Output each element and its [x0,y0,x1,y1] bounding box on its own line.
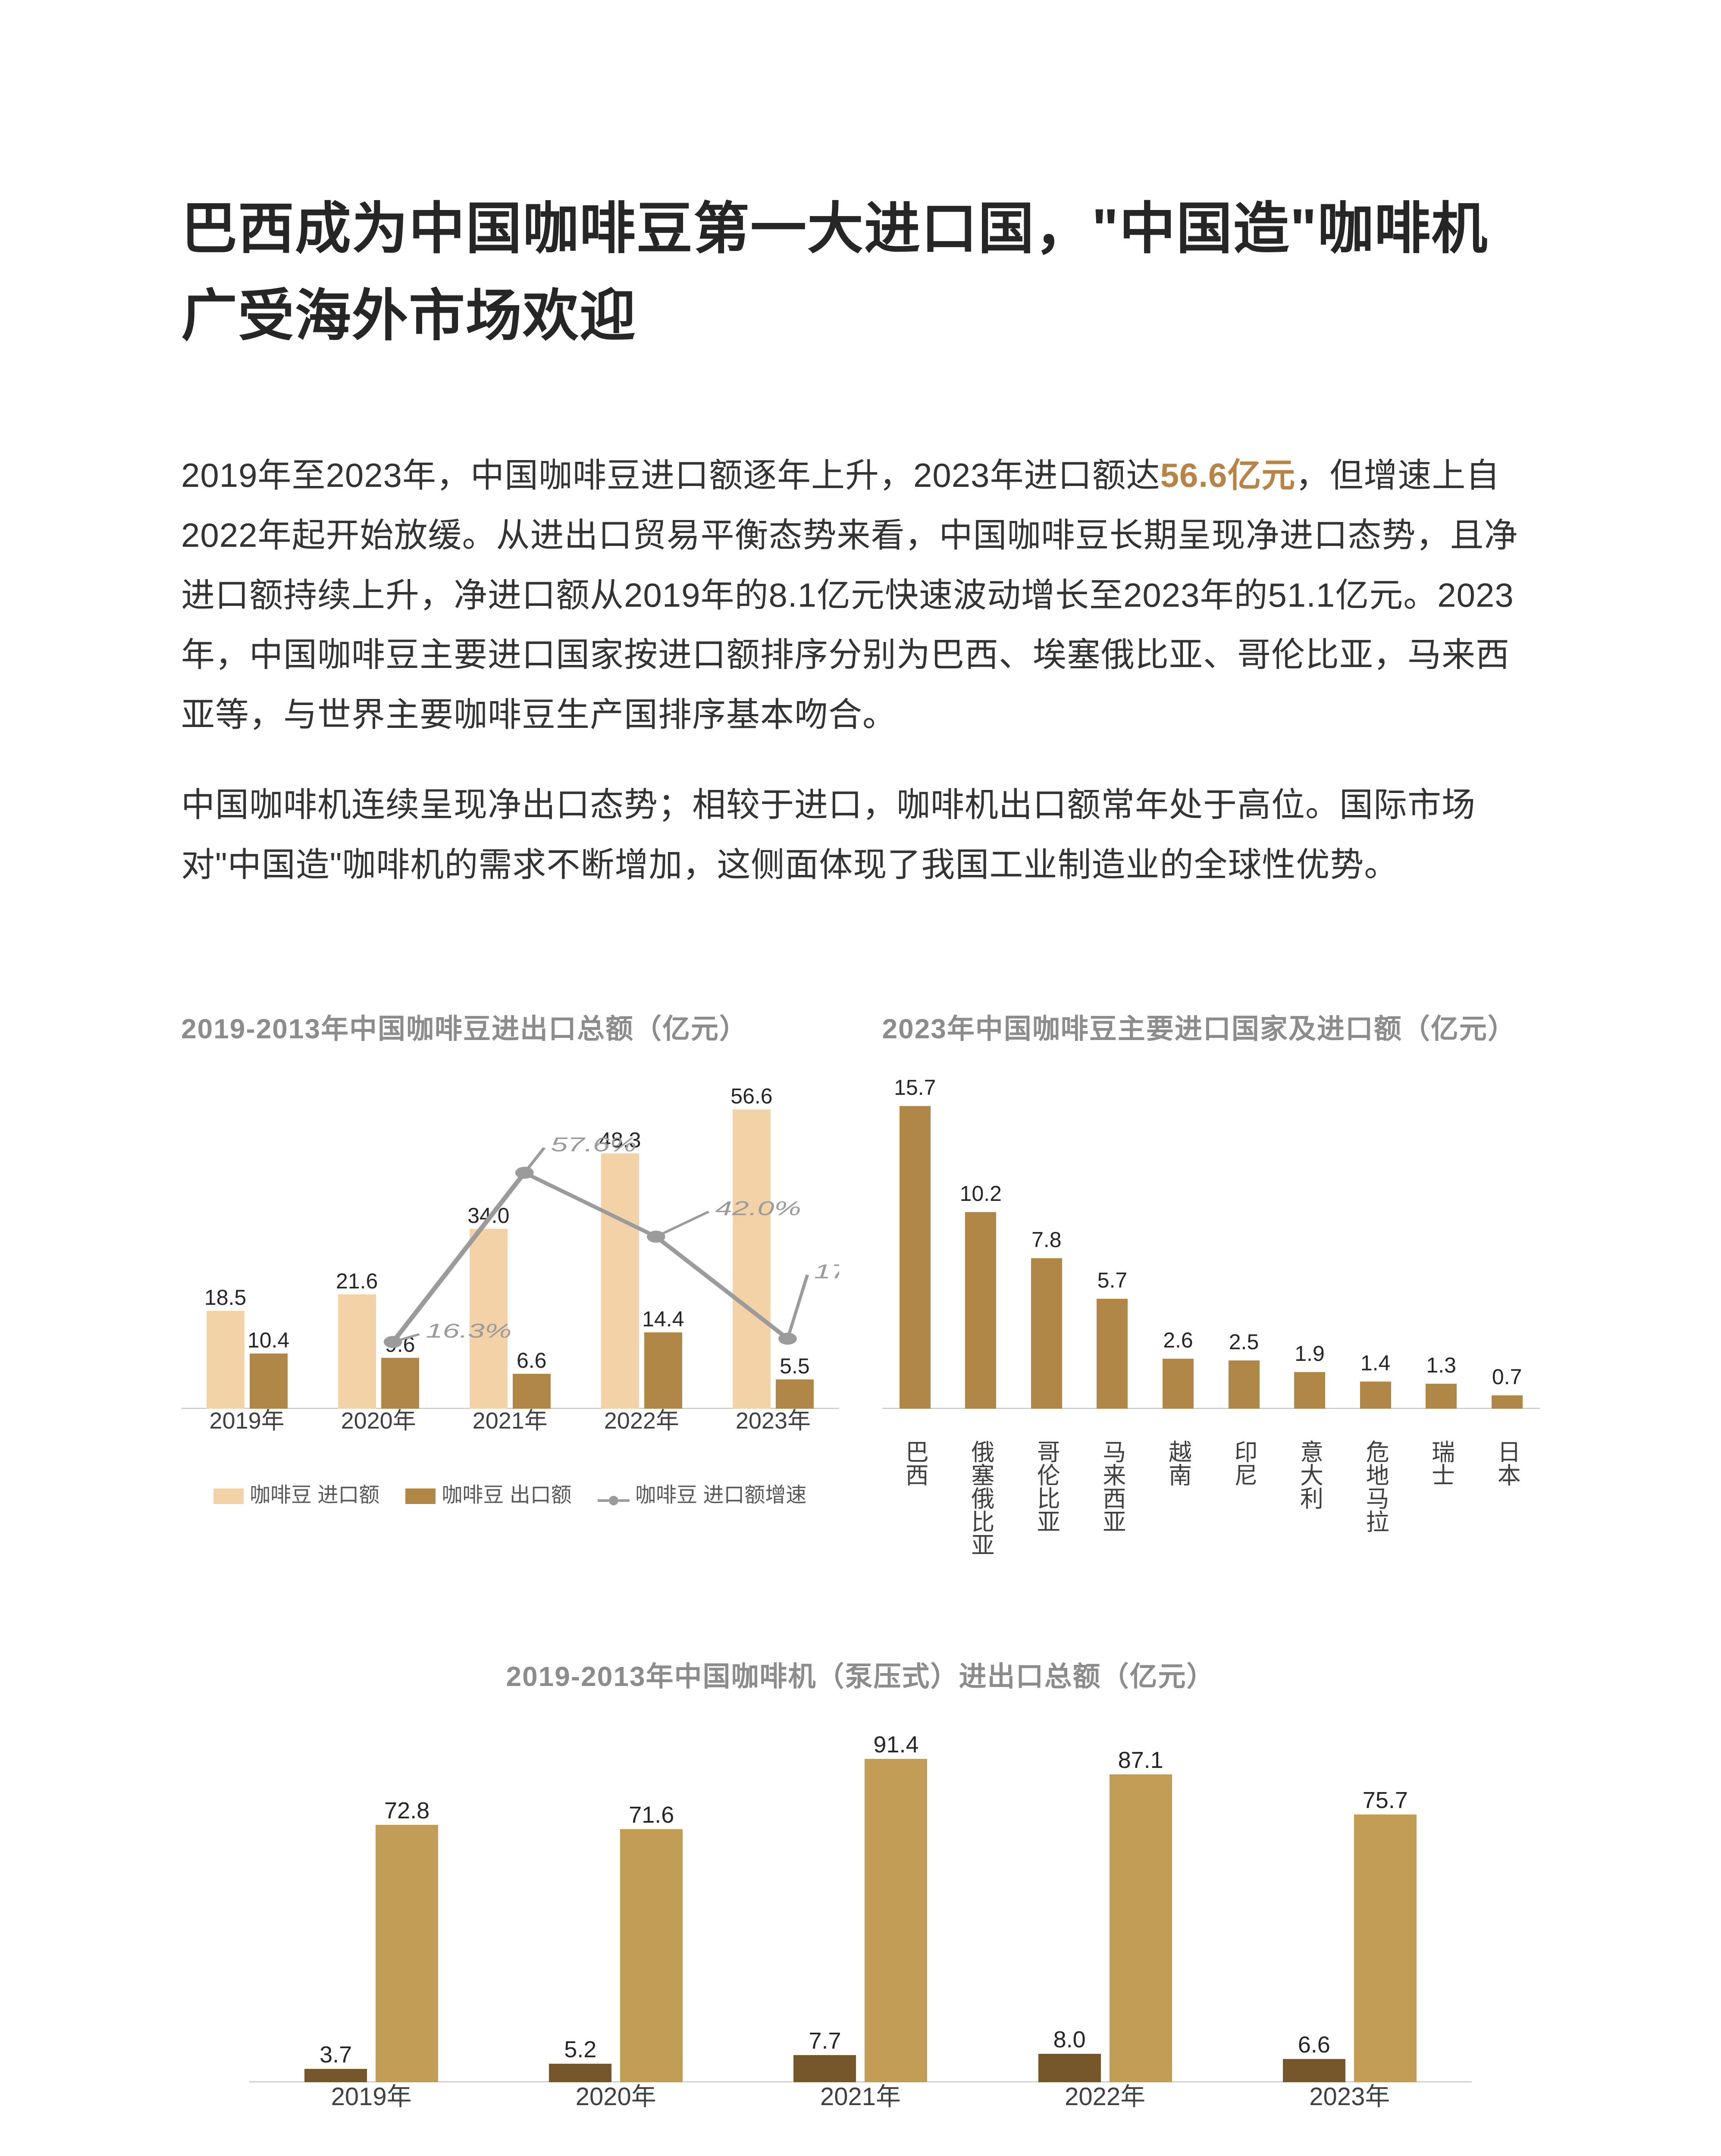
bar-value: 87.1 [1118,1747,1163,1774]
country-bar [965,1212,996,1409]
country-bar [900,1106,931,1409]
bar-value: 91.4 [873,1731,918,1758]
country-bar [1426,1384,1457,1409]
chart2-xlabel: 巴西 [898,1440,932,1486]
bar-value: 2.5 [1229,1329,1259,1354]
chart2-xlabel: 越南 [1161,1440,1195,1486]
chart2-column: 10.2 [948,1081,1014,1409]
chart2-column: 1.3 [1408,1081,1474,1409]
chart2-xlabel: 意大利 [1293,1440,1327,1510]
country-bar [1294,1372,1325,1409]
chart3-group: 6.675.72023年 [1227,1729,1472,2082]
chart2-column: 1.9 [1277,1081,1343,1409]
chart3-xlabel: 2020年 [494,2076,738,2112]
legend-bean-import: 咖啡豆 进口额 [213,1478,379,1508]
chart2-xlabel: 危地马拉 [1358,1440,1392,1533]
chart3-xlabel: 2021年 [738,2076,983,2112]
bar-value: 7.7 [809,2028,841,2054]
chart1-legend: 咖啡豆 进口额 咖啡豆 出口额 咖啡豆 进口额增速 [181,1478,839,1508]
chart2-column: 0.7 [1474,1081,1540,1409]
para1-highlight: 56.6亿元 [1160,456,1296,494]
bar-value: 15.7 [894,1075,936,1100]
chart-bean-trade: 2019-2013年中国咖啡豆进出口总额（亿元） 18.510.42019年21… [181,1007,839,1508]
chart2-xlabel: 俄塞俄比亚 [964,1440,998,1556]
country-bar [1097,1299,1128,1409]
chart2-xlabel: 马来西亚 [1095,1440,1129,1533]
country-bar [1229,1360,1260,1409]
chart2-column: 1.4 [1342,1081,1408,1409]
bar-value: 5.7 [1097,1268,1128,1293]
bar-value: 6.6 [1298,2031,1330,2058]
bar-value: 75.7 [1363,1787,1408,1814]
chart3-group: 8.087.12022年 [983,1729,1227,2082]
chart2-xlabel: 日本 [1490,1440,1524,1486]
bar-value: 10.2 [960,1181,1002,1206]
bar-value: 7.8 [1031,1227,1062,1252]
bar-value: 8.0 [1053,2026,1086,2053]
country-bar [1031,1258,1062,1409]
bar-value: 0.7 [1492,1364,1522,1389]
svg-text:16.3%: 16.3% [426,1319,511,1342]
chart1-title: 2019-2013年中国咖啡豆进出口总额（亿元） [181,1007,839,1047]
bar-value: 1.3 [1426,1353,1456,1378]
chart2-column: 2.6 [1145,1081,1211,1409]
svg-text:42.0%: 42.0% [715,1197,801,1219]
chart3-xlabel: 2023年 [1227,2076,1472,2112]
paragraph-2: 中国咖啡机连续呈现净出口态势；相较于进口，咖啡机出口额常年处于高位。国际市场对"… [181,775,1540,895]
chart1-line-layer: 16.3% 57.6% 42.0% 17.1% [181,1081,839,1409]
bar-value: 71.6 [629,1802,674,1828]
country-bar [1163,1359,1194,1409]
svg-text:57.6%: 57.6% [551,1133,636,1156]
chart2-title: 2023年中国咖啡豆主要进口国家及进口额（亿元） [882,1007,1540,1047]
machine-export-bar: 91.4 [865,1759,927,2082]
chart3-group: 3.772.82019年 [249,1729,494,2082]
legend-bean-growth: 咖啡豆 进口额增速 [598,1478,807,1508]
charts-row: 2019-2013年中国咖啡豆进出口总额（亿元） 18.510.42019年21… [181,1007,1540,1508]
machine-export-bar: 72.8 [376,1825,438,2082]
chart2-column: 5.7 [1079,1081,1145,1409]
chart2-column: 2.5 [1211,1081,1277,1409]
paragraph-1: 2019年至2023年，中国咖啡豆进口额逐年上升，2023年进口额达56.6亿元… [181,445,1540,745]
chart2-xlabel: 印尼 [1227,1440,1261,1486]
chart3-xlabel: 2019年 [249,2076,494,2112]
chart3-group: 5.271.62020年 [494,1729,738,2082]
chart2-xlabel: 哥伦比亚 [1029,1440,1063,1533]
svg-text:17.1%: 17.1% [814,1260,839,1282]
bar-value: 2.6 [1163,1328,1193,1353]
country-bar [1492,1395,1523,1409]
machine-export-bar: 75.7 [1354,1814,1417,2082]
bar-value: 1.4 [1360,1351,1391,1376]
chart2-column: 7.8 [1014,1081,1080,1409]
legend-bean-export: 咖啡豆 出口额 [405,1478,571,1508]
chart3-group: 7.791.42021年 [738,1729,983,2082]
page-title: 巴西成为中国咖啡豆第一大进口国，"中国造"咖啡机广受海外市场欢迎 [181,185,1540,359]
chart-import-countries: 2023年中国咖啡豆主要进口国家及进口额（亿元） 15.7 10.2 7.8 5.7 2… [882,1007,1540,1508]
machine-export-bar: 87.1 [1110,1774,1172,2082]
bar-value: 5.2 [564,2036,596,2063]
bar-value: 1.9 [1295,1341,1325,1366]
para1-part-a: 2019年至2023年，中国咖啡豆进口额逐年上升，2023年进口额达 [181,456,1160,494]
bar-value: 72.8 [384,1797,429,1824]
machine-export-bar: 71.6 [620,1829,683,2082]
chart-machine-trade: 2019-2013年中国咖啡机（泵压式）进出口总额（亿元） 3.772.8201… [181,1655,1540,2156]
chart2-xlabel: 瑞士 [1424,1440,1458,1486]
country-bar [1360,1382,1391,1409]
chart3-xlabel: 2022年 [983,2076,1227,2112]
chart3-title: 2019-2013年中国咖啡机（泵压式）进出口总额（亿元） [181,1655,1540,1694]
para1-part-b: ，但增速上自2022年起开始放缓。从进出口贸易平衡态势来看，中国咖啡豆长期呈现净… [181,456,1518,733]
bar-value: 3.7 [320,2041,352,2068]
chart2-column: 15.7 [882,1081,948,1409]
